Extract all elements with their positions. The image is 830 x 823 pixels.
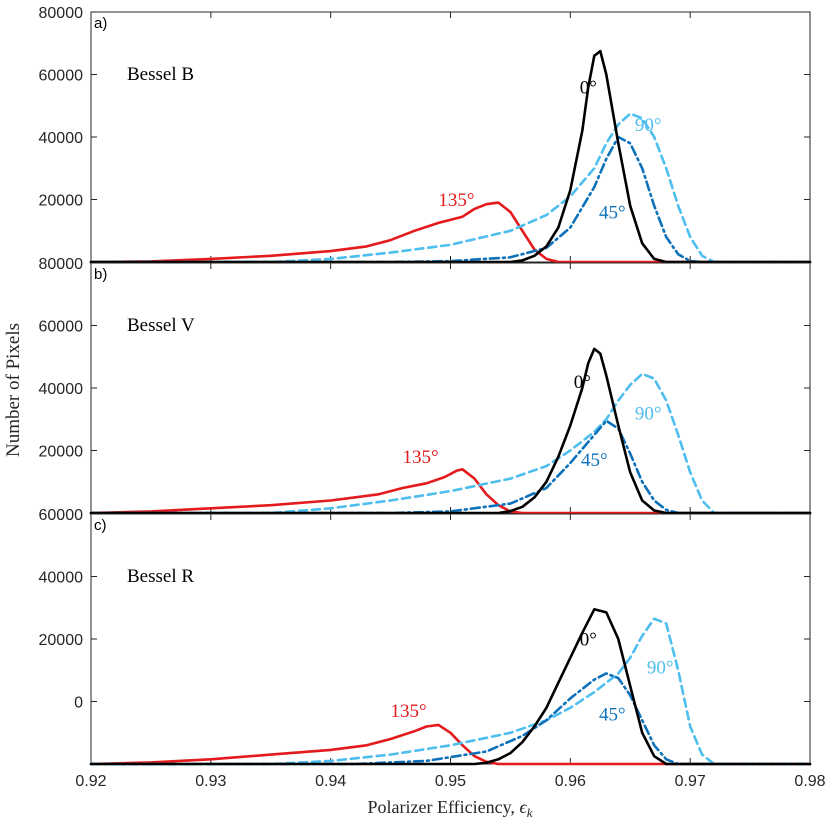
y-axis-label: Number of Pixels (3, 323, 24, 457)
y-tick-label: 60000 (39, 319, 84, 336)
annotation-135deg: 135° (391, 701, 427, 722)
y-tick-label: 40000 (39, 381, 84, 398)
annotation-135deg: 135° (402, 447, 438, 468)
plot-frame (90, 11, 811, 263)
x-tick-label: 0.98 (794, 773, 825, 790)
plot-frame (90, 262, 811, 514)
series-line-0deg (89, 608, 812, 766)
x-axis-label-subscript: k (527, 805, 533, 820)
series-line-0deg (89, 49, 812, 264)
plot-frame (90, 513, 811, 765)
panel-name: Bessel V (127, 315, 195, 336)
annotation-90deg: 90° (647, 657, 674, 678)
y-tick-label: 20000 (39, 444, 84, 461)
x-axis-label: Polarizer Efficiency, ϵk (368, 797, 533, 820)
series-line-90deg (89, 112, 812, 264)
x-axis-label-symbol: ϵ (519, 797, 527, 817)
annotation-135deg: 135° (438, 190, 474, 211)
annotation-90deg: 90° (635, 115, 662, 136)
annotation-45deg: 45° (599, 704, 626, 725)
annotation-45deg: 45° (581, 450, 608, 471)
x-tick-label: 0.95 (435, 773, 466, 790)
panel-a: 80000 60000 40000 20000 0° 45° 90° 135° a) Bessel… (39, 5, 812, 264)
panel-name: Bessel R (127, 566, 194, 587)
panel-letter: a) (94, 15, 107, 32)
panel-c: 60000 40000 20000 0 0.92 0.93 0.94 0.95 0.96 0.97… (39, 507, 826, 790)
x-axis-label-text: Polarizer Efficiency, (368, 797, 520, 817)
x-tick-label: 0.97 (675, 773, 706, 790)
series-line-135deg (89, 723, 812, 766)
x-tick-label: 0.94 (315, 773, 346, 790)
series-line-0deg (89, 347, 812, 515)
annotation-0deg: 0° (574, 372, 591, 393)
y-tick-label: 60000 (39, 68, 84, 85)
annotation-0deg: 0° (580, 77, 597, 98)
series-line-45deg (89, 672, 812, 766)
series-line-90deg (89, 372, 812, 515)
panel-b: 80000 60000 40000 20000 0° 45° 90° 135° b) Bessel… (39, 256, 812, 515)
annotation-90deg: 90° (635, 403, 662, 424)
x-tick-label: 0.93 (195, 773, 226, 790)
series-line-135deg (89, 468, 812, 515)
y-tick-label: 60000 (39, 507, 84, 524)
series-line-135deg (89, 201, 812, 264)
x-tick-label: 0.92 (75, 773, 106, 790)
y-tick-label: 80000 (39, 5, 84, 22)
series-line-90deg (89, 617, 812, 766)
annotation-45deg: 45° (599, 202, 626, 223)
panel-letter: b) (94, 266, 107, 283)
annotation-0deg: 0° (580, 629, 597, 650)
y-tick-label: 0 (74, 695, 83, 712)
y-tick-label: 40000 (39, 130, 84, 147)
panel-letter: c) (94, 517, 107, 534)
x-tick-label: 0.96 (555, 773, 586, 790)
series-line-45deg (89, 419, 812, 515)
panel-name: Bessel B (127, 64, 194, 85)
y-tick-label: 40000 (39, 570, 84, 587)
y-tick-label: 20000 (39, 193, 84, 210)
y-tick-label: 20000 (39, 632, 84, 649)
y-tick-label: 80000 (39, 256, 84, 273)
